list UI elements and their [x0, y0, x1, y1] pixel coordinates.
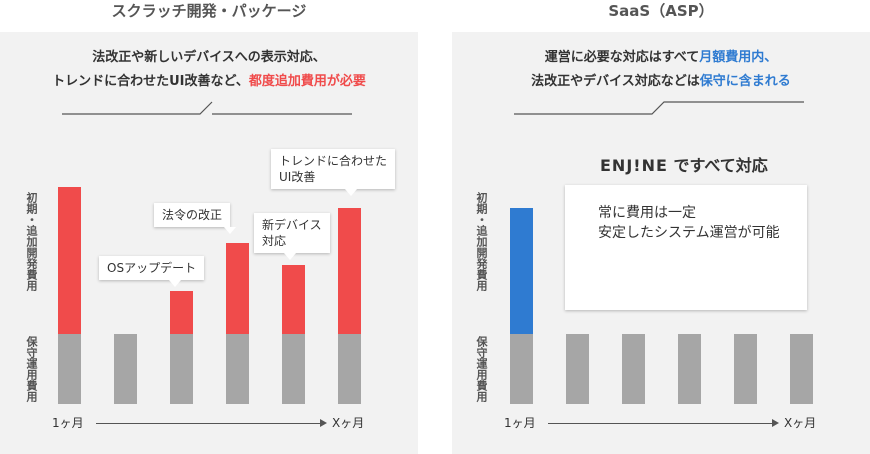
- annotation-law-revision: 法令の改正: [154, 203, 236, 234]
- right-ylabel-maintenance: 保守運用費用: [475, 336, 488, 402]
- left-panel-title: スクラッチ開発・パッケージ: [111, 2, 307, 20]
- right-bar-maintenance-2: [566, 334, 589, 404]
- left-bar-maintenance-1: [58, 334, 81, 404]
- right-headline-line1: 運営に必要な対応はすべて月額費用内、: [452, 46, 870, 70]
- left-time-axis-line: [96, 423, 320, 424]
- right-bar-maintenance-5: [734, 334, 757, 404]
- right-time-axis-arrowhead: [772, 419, 779, 427]
- annotation-new-device: 新デバイス 対応: [254, 213, 330, 260]
- right-bar-maintenance-4: [678, 334, 701, 404]
- right-x-start-label: 1ヶ月: [504, 416, 536, 430]
- annotation-os-update: OSアップデート: [99, 256, 205, 287]
- annotation-new-device-line2: 対応: [262, 234, 287, 248]
- annotation-ui-improvement: トレンドに合わせた UI改善: [271, 149, 396, 196]
- right-headline-line1-prefix: 運営に必要な対応はすべて: [544, 50, 700, 65]
- left-bar-additional-4: [226, 243, 249, 334]
- left-headline-line2: トレンドに合わせたUI改善など、都度追加費用が必要: [0, 70, 418, 94]
- annotation-os-update-text: OSアップデート: [107, 261, 197, 275]
- right-bar-additional-1: [510, 208, 533, 334]
- left-panel: 法改正や新しいデバイスへの表示対応、 トレンドに合わせたUI改善など、都度追加費…: [0, 32, 418, 454]
- annotation-ui-improvement-line2: UI改善: [279, 170, 316, 184]
- left-bar-maintenance-2: [114, 334, 137, 404]
- annotation-new-device-line1: 新デバイス: [262, 218, 322, 232]
- constant-cost-line1: 常に費用は一定: [598, 205, 696, 221]
- engine-logo: ENJ!NE: [600, 156, 668, 175]
- right-headline: 運営に必要な対応はすべて月額費用内、 法改正やデバイス対応などは保守に含まれる: [452, 46, 870, 94]
- right-bar-maintenance-1: [510, 334, 533, 404]
- left-headline-line2-prefix: トレンドに合わせたUI改善など、: [52, 74, 249, 89]
- left-bar-additional-3: [170, 290, 193, 334]
- right-ylabel-additional: 初期・追加開発費用: [475, 192, 488, 291]
- left-bar-additional-1: [58, 187, 81, 334]
- annotation-ui-improvement-line1: トレンドに合わせた: [279, 154, 388, 168]
- left-bar-maintenance-5: [282, 334, 305, 404]
- right-panel: 運営に必要な対応はすべて月額費用内、 法改正やデバイス対応などは保守に含まれる …: [452, 32, 870, 454]
- left-bar-additional-6: [338, 208, 361, 334]
- left-ylabel-additional: 初期・追加開発費用: [25, 192, 38, 291]
- right-bar-maintenance-3: [622, 334, 645, 404]
- left-ylabel-maintenance: 保守運用費用: [25, 336, 38, 402]
- left-headline-emphasis: 都度追加費用が必要: [248, 74, 366, 89]
- left-x-start-label: 1ヶ月: [52, 416, 84, 430]
- right-callout-line: [514, 101, 804, 115]
- annotation-law-revision-text: 法令の改正: [162, 208, 223, 222]
- left-bar-additional-5: [282, 264, 305, 334]
- left-x-end-label: Xヶ月: [332, 416, 365, 430]
- right-headline-line2-prefix: 法改正やデバイス対応などは: [531, 74, 700, 89]
- constant-cost-box: 常に費用は一定 安定したシステム運営が可能: [565, 185, 807, 310]
- engine-statement: ENJ!NE ですべて対応: [600, 152, 768, 176]
- left-callout-line: [62, 101, 352, 115]
- right-headline-emphasis-2: 保守に含まれる: [699, 74, 791, 89]
- constant-cost-line2: 安定したシステム運営が可能: [598, 225, 780, 241]
- right-headline-line2: 法改正やデバイス対応などは保守に含まれる: [452, 70, 870, 94]
- engine-statement-text: ですべて対応: [673, 156, 768, 175]
- right-panel-title: SaaS（ASP）: [608, 2, 714, 20]
- left-bar-maintenance-4: [226, 334, 249, 404]
- left-bar-maintenance-6: [338, 334, 361, 404]
- right-time-axis-line: [548, 423, 772, 424]
- left-headline: 法改正や新しいデバイスへの表示対応、 トレンドに合わせたUI改善など、都度追加費…: [0, 46, 418, 94]
- left-headline-line1: 法改正や新しいデバイスへの表示対応、: [92, 50, 326, 65]
- left-time-axis-arrowhead: [320, 419, 327, 427]
- right-bar-maintenance-6: [790, 334, 813, 404]
- left-bar-maintenance-3: [170, 334, 193, 404]
- right-headline-emphasis-1: 月額費用内、: [699, 50, 778, 65]
- right-x-end-label: Xヶ月: [784, 416, 817, 430]
